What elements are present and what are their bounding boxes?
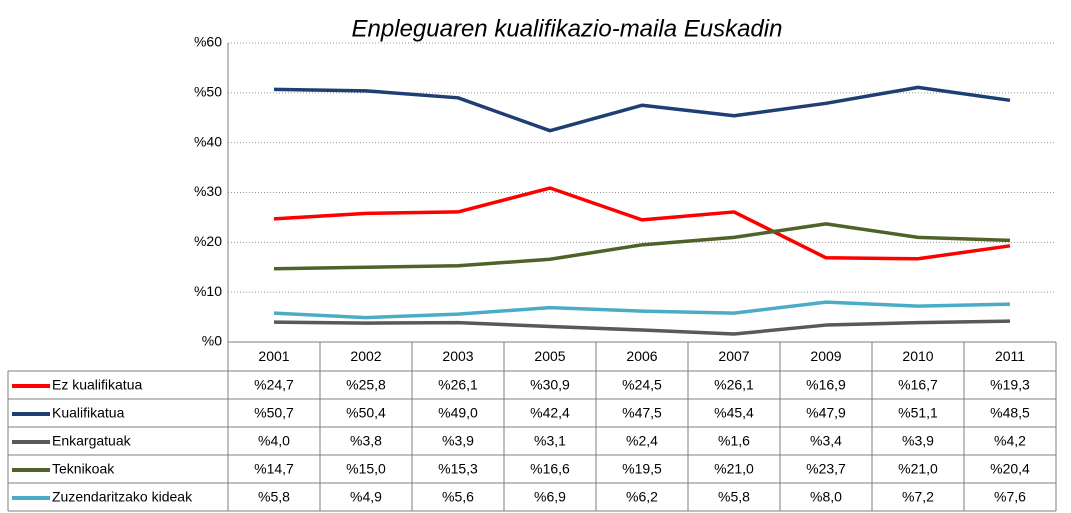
table-value: %5,6 bbox=[442, 489, 474, 505]
y-tick-label: %20 bbox=[194, 233, 222, 249]
table-value: %26,1 bbox=[714, 377, 754, 393]
legend-label: Ez kualifikatua bbox=[52, 377, 142, 393]
table-value: %48,5 bbox=[990, 405, 1030, 421]
x-tick-label: 2002 bbox=[350, 348, 381, 364]
table-value: %47,5 bbox=[622, 405, 662, 421]
chart-title: Enpleguaren kualifikazio-maila Euskadin bbox=[352, 15, 783, 42]
table-value: %21,0 bbox=[714, 461, 754, 477]
series-line bbox=[273, 319, 1011, 336]
y-tick-label: %40 bbox=[194, 133, 222, 149]
table-value: %4,9 bbox=[350, 489, 382, 505]
table-value: %20,4 bbox=[990, 461, 1030, 477]
table-value: %24,7 bbox=[254, 377, 294, 393]
legend-label: Kualifikatua bbox=[52, 405, 125, 421]
table-value: %26,1 bbox=[438, 377, 478, 393]
series-line bbox=[273, 300, 1011, 320]
table-value: %3,9 bbox=[442, 433, 474, 449]
table-value: %30,9 bbox=[530, 377, 570, 393]
table-value: %1,6 bbox=[718, 433, 750, 449]
series-line bbox=[273, 85, 1011, 133]
table-value: %50,7 bbox=[254, 405, 294, 421]
table-value: %5,8 bbox=[258, 489, 290, 505]
table-value: %15,3 bbox=[438, 461, 478, 477]
x-tick-label: 2001 bbox=[258, 348, 289, 364]
x-tick-label: 2003 bbox=[442, 348, 473, 364]
table-value: %24,5 bbox=[622, 377, 662, 393]
x-tick-label: 2011 bbox=[995, 348, 1025, 364]
y-tick-label: %30 bbox=[194, 183, 222, 199]
x-tick-label: 2010 bbox=[902, 348, 933, 364]
x-tick-label: 2007 bbox=[718, 348, 749, 364]
y-tick-label: %0 bbox=[202, 333, 222, 349]
table-value: %7,2 bbox=[902, 489, 934, 505]
table-value: %3,8 bbox=[350, 433, 382, 449]
x-tick-label: 2006 bbox=[626, 348, 657, 364]
table-value: %2,4 bbox=[626, 433, 658, 449]
table-value: %50,4 bbox=[346, 405, 386, 421]
y-tick-label: %60 bbox=[194, 34, 222, 50]
legend-label: Enkargatuak bbox=[52, 433, 132, 449]
table-value: %21,0 bbox=[898, 461, 938, 477]
table-value: %4,2 bbox=[994, 433, 1026, 449]
table-value: %3,9 bbox=[902, 433, 934, 449]
table-value: %14,7 bbox=[254, 461, 294, 477]
table-value: %16,7 bbox=[898, 377, 938, 393]
table-value: %6,9 bbox=[534, 489, 566, 505]
y-tick-label: %10 bbox=[194, 283, 222, 299]
table-value: %23,7 bbox=[806, 461, 846, 477]
series-line bbox=[273, 222, 1011, 271]
table-value: %51,1 bbox=[898, 405, 938, 421]
table-value: %7,6 bbox=[994, 489, 1026, 505]
table-value: %47,9 bbox=[806, 405, 846, 421]
table-value: %45,4 bbox=[714, 405, 754, 421]
table-value: %4,0 bbox=[258, 433, 290, 449]
x-tick-label: 2009 bbox=[810, 348, 841, 364]
x-tick-label: 2005 bbox=[534, 348, 565, 364]
table-value: %16,6 bbox=[530, 461, 570, 477]
table-value: %8,0 bbox=[810, 489, 842, 505]
table-value: %42,4 bbox=[530, 405, 570, 421]
table-value: %5,8 bbox=[718, 489, 750, 505]
table-value: %19,5 bbox=[622, 461, 662, 477]
legend-label: Teknikoak bbox=[52, 461, 115, 477]
y-tick-label: %50 bbox=[194, 84, 222, 100]
table-value: %3,4 bbox=[810, 433, 842, 449]
table-value: %49,0 bbox=[438, 405, 478, 421]
table-value: %16,9 bbox=[806, 377, 846, 393]
table-value: %25,8 bbox=[346, 377, 386, 393]
series-line bbox=[273, 186, 1011, 261]
table-value: %15,0 bbox=[346, 461, 386, 477]
table-value: %6,2 bbox=[626, 489, 658, 505]
table-value: %19,3 bbox=[990, 377, 1030, 393]
legend-label: Zuzendaritzako kideak bbox=[52, 489, 193, 505]
table-value: %3,1 bbox=[534, 433, 566, 449]
